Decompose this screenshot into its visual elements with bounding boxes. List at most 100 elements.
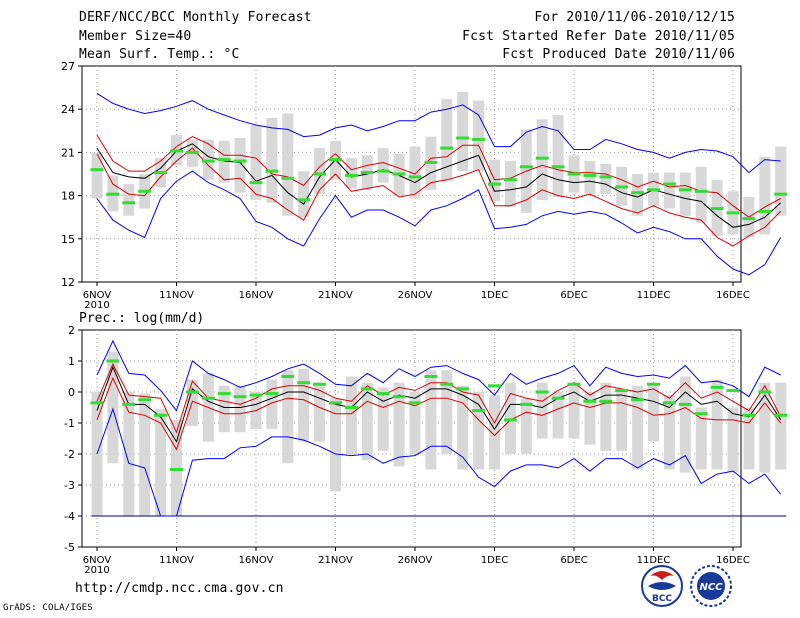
precipitation-ytick-label: 2 [68,324,75,337]
precipitation-box [663,395,675,470]
temperature-xtick-label: 26NOV [398,290,433,301]
precipitation-median-marker [360,387,374,391]
precipitation-median-marker [599,399,613,403]
forecast-period-label: For 2010/11/06-2010/12/15 [534,10,735,25]
precipitation-lower-line [96,376,782,451]
temperature-box [695,166,707,223]
precipitation-median-marker [408,401,422,405]
precipitation-box [584,392,596,445]
precipitation-box [711,379,723,470]
temperature-box [759,156,771,235]
precipitation-box [520,398,532,454]
temperature-box [679,172,691,216]
temperature-box [282,113,294,216]
precipitation-xtick-label: 11DEC [637,555,671,566]
temperature-box [314,148,326,195]
temperature-box [632,174,644,216]
temperature-median-marker [138,189,152,193]
precipitation-box [695,407,707,470]
source-url[interactable]: http://cmdp.ncc.cma.gov.cn [75,581,284,596]
temperature-median-marker [90,168,104,172]
temperature-box [218,140,230,183]
temperature-median-marker [376,169,390,173]
temperature-mean-line [96,143,782,228]
precipitation-median-marker [647,382,660,386]
precipitation-median-marker [297,381,311,385]
temperature-box [266,117,278,203]
precipitation-median-marker [329,401,342,405]
temperature-box [775,146,787,216]
precipitation-ytick-label: 1 [68,355,75,368]
precipitation-box [759,382,771,473]
precipitation-median-marker [249,393,263,397]
temperature-median-marker [201,159,215,163]
temperature-ytick-label: 18 [61,190,75,203]
temperature-box [457,91,469,172]
temperature-median-marker [265,169,279,173]
temperature-median-marker [329,158,342,162]
precipitation-median-marker [662,401,676,405]
member-size-label: Member Size=40 [79,29,192,44]
variable-label: Mean Surf. Temp.: °C [79,47,240,62]
precipitation-median-marker [233,395,247,399]
temperature-median-marker [456,136,470,140]
temperature-xtick-label: 16NOV [239,290,274,301]
temperature-upper-line [96,134,781,218]
temperature-median-marker [106,192,120,196]
precipitation-median-marker [440,382,454,386]
precipitation-min-line [96,407,782,517]
temperature-median-marker [122,201,136,205]
temperature-box [345,158,357,189]
temperature-median-marker [154,171,168,175]
temperature-median-marker [662,182,676,186]
precipitation-box [123,392,135,516]
temperature-median-marker [503,178,517,182]
temperature-median-marker [726,211,740,215]
precipitation-xtick-label: 16NOV [239,555,274,566]
precipitation-median-marker [122,402,136,406]
temperature-ytick-label: 12 [61,276,75,289]
temperature-frame [81,65,742,283]
precipitation-box [393,382,405,467]
temperature-median-marker [647,188,660,192]
precipitation-ytick-label: 0 [68,386,75,399]
precipitation-xtick-label: 26NOV [398,555,433,566]
precipitation-median-marker [726,388,740,392]
temperature-box [298,171,310,218]
temperature-max-line [96,92,781,174]
precipitation-box [266,379,278,430]
temperature-median-marker [694,189,708,193]
temperature-xtick-label: 6NOV [83,290,112,301]
precipitation-xtick-label: 6DEC [560,555,587,566]
temperature-median-marker [742,217,756,221]
temperature-median-marker [170,149,183,153]
precipitation-box [218,385,230,433]
precipitation-box [377,387,389,451]
precipitation-xtick-label: 6NOV [83,555,112,566]
precipitation-box [775,382,787,470]
precipitation-median-marker [774,413,788,417]
temperature-ytick-label: 27 [61,60,75,73]
temperature-median-marker [440,146,454,150]
temperature-median-marker [710,207,724,211]
produced-date-label: Fcst Produced Date 2010/11/06 [502,47,735,62]
precipitation-box [743,407,755,470]
precipitation-box [409,392,421,454]
precipitation-box [314,382,326,442]
precipitation-ytick-label: -2 [64,448,75,461]
precipitation-median-marker [376,392,390,396]
temperature-box [234,138,246,193]
precipitation-median-marker [185,390,199,394]
temperature-median-marker [599,175,613,179]
precipitation-median-marker [170,468,183,471]
precipitation-xtick-label: 21NOV [318,555,353,566]
precipitation-median-marker [567,382,581,386]
precipitation-xtick-label: 1DEC [481,555,508,566]
temperature-median-marker [217,158,231,162]
temperature-box [409,146,421,199]
temperature-median-marker [408,175,422,179]
precipitation-median-marker [424,375,438,378]
precipitation-box [568,382,580,439]
temperature-xtick-label: 11DEC [637,290,671,301]
